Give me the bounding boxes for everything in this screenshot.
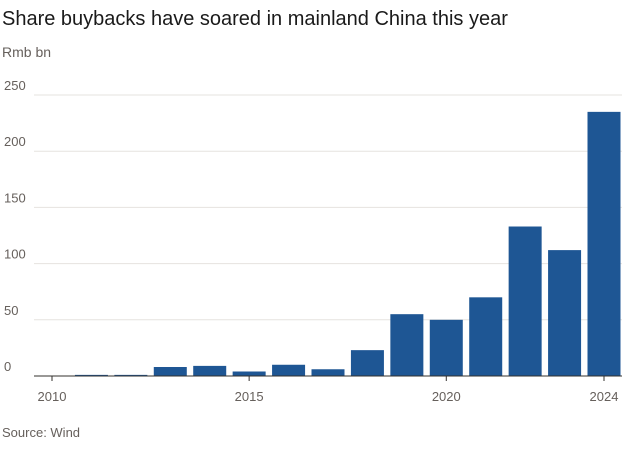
bar [232,371,266,376]
bar [469,297,503,376]
bar [272,364,306,376]
bar [548,250,582,376]
y-tick-label: 250 [4,78,26,93]
bars [35,111,621,377]
x-tick-label: 2020 [432,389,461,404]
bar [193,365,227,376]
bar [587,111,621,377]
bar [508,226,542,376]
bar [350,350,384,376]
y-unit-label: Rmb bn [2,44,52,60]
bar [311,369,345,376]
y-tick-label: 50 [4,303,18,318]
y-tick-label: 150 [4,190,26,205]
bar [390,314,424,376]
bar [153,367,187,376]
bar [429,319,463,376]
bar [114,374,148,376]
bar [74,374,108,376]
y-tick-label: 0 [4,359,11,374]
source-note: Source: Wind [2,425,81,440]
x-tick-label: 2015 [235,389,264,404]
y-axis-labels: 0 50 100 150 200 250 [4,78,26,374]
x-axis: 2010 2015 2020 2024 [34,375,622,404]
chart-title: Share buybacks have soared in mainland C… [2,8,508,30]
x-tick-label: 2010 [38,389,67,404]
x-tick-label: 2024 [590,389,619,404]
y-tick-label: 100 [4,247,26,262]
y-tick-label: 200 [4,134,26,149]
